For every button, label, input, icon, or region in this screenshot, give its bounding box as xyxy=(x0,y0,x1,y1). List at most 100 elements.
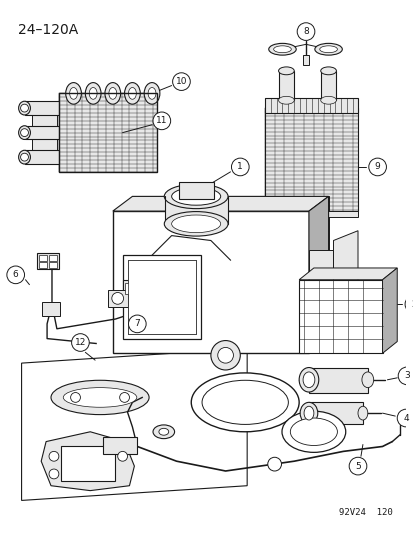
Ellipse shape xyxy=(19,126,30,140)
Bar xyxy=(308,251,333,304)
Ellipse shape xyxy=(281,411,345,453)
Circle shape xyxy=(396,409,413,427)
Bar xyxy=(32,113,57,157)
Bar xyxy=(264,108,357,211)
Text: 8: 8 xyxy=(302,27,308,36)
Ellipse shape xyxy=(278,67,294,75)
Text: 6: 6 xyxy=(13,270,19,279)
Circle shape xyxy=(153,112,170,130)
Polygon shape xyxy=(333,231,357,319)
Bar xyxy=(61,447,114,481)
Ellipse shape xyxy=(319,46,337,53)
Ellipse shape xyxy=(51,380,149,415)
Bar xyxy=(112,211,308,353)
Bar xyxy=(122,280,150,300)
Bar xyxy=(37,253,59,269)
Ellipse shape xyxy=(302,372,314,387)
Text: 12: 12 xyxy=(75,338,86,347)
Ellipse shape xyxy=(66,83,81,104)
Bar xyxy=(127,260,196,334)
Bar xyxy=(308,368,367,392)
Ellipse shape xyxy=(63,387,136,407)
Circle shape xyxy=(368,158,385,176)
Ellipse shape xyxy=(268,43,295,55)
Ellipse shape xyxy=(171,215,220,233)
Bar xyxy=(164,196,228,224)
Ellipse shape xyxy=(320,96,336,104)
Bar xyxy=(122,255,201,338)
Circle shape xyxy=(267,457,281,471)
Circle shape xyxy=(7,266,24,284)
Bar xyxy=(264,211,357,217)
Bar xyxy=(24,126,59,140)
Ellipse shape xyxy=(153,425,174,439)
Ellipse shape xyxy=(164,184,228,208)
Ellipse shape xyxy=(128,87,136,99)
Circle shape xyxy=(297,23,314,41)
Circle shape xyxy=(397,367,413,385)
Ellipse shape xyxy=(299,402,317,424)
Polygon shape xyxy=(132,196,328,338)
Polygon shape xyxy=(299,268,396,280)
Circle shape xyxy=(117,451,127,461)
Ellipse shape xyxy=(124,83,140,104)
Text: 2: 2 xyxy=(410,300,413,309)
Circle shape xyxy=(231,158,249,176)
Ellipse shape xyxy=(69,87,77,99)
Polygon shape xyxy=(21,349,247,500)
Bar xyxy=(127,260,196,334)
Bar xyxy=(49,255,57,261)
Ellipse shape xyxy=(278,96,294,104)
Bar xyxy=(302,55,308,65)
Ellipse shape xyxy=(159,429,168,435)
Ellipse shape xyxy=(299,368,318,392)
Bar xyxy=(59,93,157,172)
Bar xyxy=(49,262,57,268)
Circle shape xyxy=(112,293,123,304)
Text: 4: 4 xyxy=(402,414,408,423)
Circle shape xyxy=(21,104,28,112)
Bar xyxy=(264,98,357,113)
Circle shape xyxy=(21,153,28,161)
Circle shape xyxy=(21,128,28,136)
Bar xyxy=(124,282,136,294)
Circle shape xyxy=(217,348,233,363)
Bar xyxy=(39,262,47,268)
Polygon shape xyxy=(41,432,134,490)
Text: 5: 5 xyxy=(354,462,360,471)
Bar xyxy=(24,150,59,164)
Ellipse shape xyxy=(19,101,30,115)
Text: 92V24  120: 92V24 120 xyxy=(338,508,392,517)
Ellipse shape xyxy=(104,83,120,104)
Ellipse shape xyxy=(303,406,313,420)
Ellipse shape xyxy=(85,83,101,104)
Circle shape xyxy=(119,392,129,402)
Ellipse shape xyxy=(171,188,220,205)
Bar xyxy=(320,71,336,100)
Polygon shape xyxy=(112,196,328,211)
Ellipse shape xyxy=(148,87,156,99)
Bar xyxy=(278,71,294,100)
Ellipse shape xyxy=(164,212,228,236)
Circle shape xyxy=(128,315,146,333)
Ellipse shape xyxy=(202,380,288,424)
Bar xyxy=(59,93,157,172)
Circle shape xyxy=(210,341,240,370)
Ellipse shape xyxy=(144,83,159,104)
Circle shape xyxy=(172,73,190,91)
Circle shape xyxy=(49,469,59,479)
Bar xyxy=(108,289,127,307)
Bar xyxy=(103,437,137,454)
Ellipse shape xyxy=(320,67,336,75)
Circle shape xyxy=(71,334,89,351)
Ellipse shape xyxy=(314,43,342,55)
Text: 9: 9 xyxy=(374,163,380,172)
Circle shape xyxy=(71,392,80,402)
Bar xyxy=(178,182,213,199)
Polygon shape xyxy=(382,268,396,353)
Ellipse shape xyxy=(361,372,373,387)
Polygon shape xyxy=(299,280,382,353)
Text: 11: 11 xyxy=(156,116,167,125)
Bar xyxy=(137,282,149,294)
Text: 3: 3 xyxy=(403,372,409,381)
